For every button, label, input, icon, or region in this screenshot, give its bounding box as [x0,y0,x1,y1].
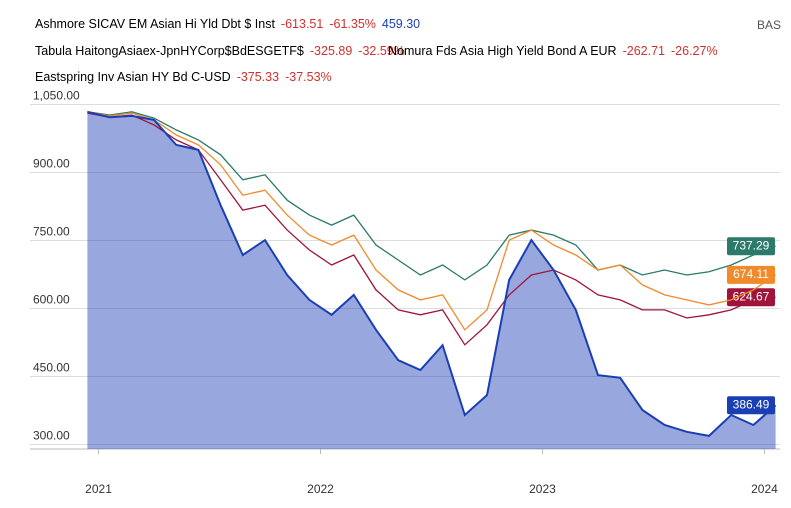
x-tick-label: 2024 [751,482,778,496]
legend-change-pct: -26.27% [671,44,718,58]
legend-price: 459.30 [381,17,421,31]
y-tick-label: 900.00 [33,157,70,171]
line [87,112,776,346]
area [87,111,776,450]
legend-change: -325.89 [309,44,353,58]
legend-change-pct: -61.35% [329,17,376,31]
y-tick-label: 750.00 [33,225,70,239]
line [87,111,776,331]
legend-name: Ashmore SICAV EM Asian Hi Yld Dbt $ Inst [35,17,275,31]
y-tick-label: 1,050.00 [33,89,80,103]
corner-label: BAS [756,18,781,32]
legend-change: -613.51 [280,17,324,31]
x-tick-label: 2022 [307,482,334,496]
end-label: 624.67 [733,289,770,303]
line [87,111,776,281]
legend-change-pct: -32.59% [358,44,405,58]
legend-entry[interactable]: Ashmore SICAV EM Asian Hi Yld Dbt $ Inst… [35,17,426,31]
x-tick-label: 2021 [85,482,112,496]
end-label-box [727,288,775,307]
legend-entry[interactable]: Tabula HaitongAsiaex-JpnHYCorp$BdESGETF$… [35,44,411,58]
end-label: 737.29 [733,238,770,252]
end-label-box [727,265,775,284]
legend-change: -375.33 [236,70,280,84]
legend-change-pct: -37.53% [285,70,332,84]
end-label-box [727,396,775,415]
y-tick-label: 600.00 [33,293,70,307]
legend-entry[interactable]: Eastspring Inv Asian HY Bd C-USD -375.33-… [35,70,338,84]
y-tick-label: 450.00 [33,361,70,375]
y-tick-label: 300.00 [33,429,70,443]
x-tick-label: 2023 [529,482,556,496]
end-label: 674.11 [733,267,769,281]
line [87,110,777,437]
legend-name: Eastspring Inv Asian HY Bd C-USD [35,70,231,84]
legend-name: Nomura Fds Asia High Yield Bond A EUR [388,44,617,58]
legend-change: -262.71 [622,44,665,58]
end-label-box [727,237,775,256]
legend-entry[interactable]: Nomura Fds Asia High Yield Bond A EUR -26… [388,44,724,58]
legend-name: Tabula HaitongAsiaex-JpnHYCorp$BdESGETF$ [35,44,304,58]
end-label: 386.49 [733,397,770,411]
